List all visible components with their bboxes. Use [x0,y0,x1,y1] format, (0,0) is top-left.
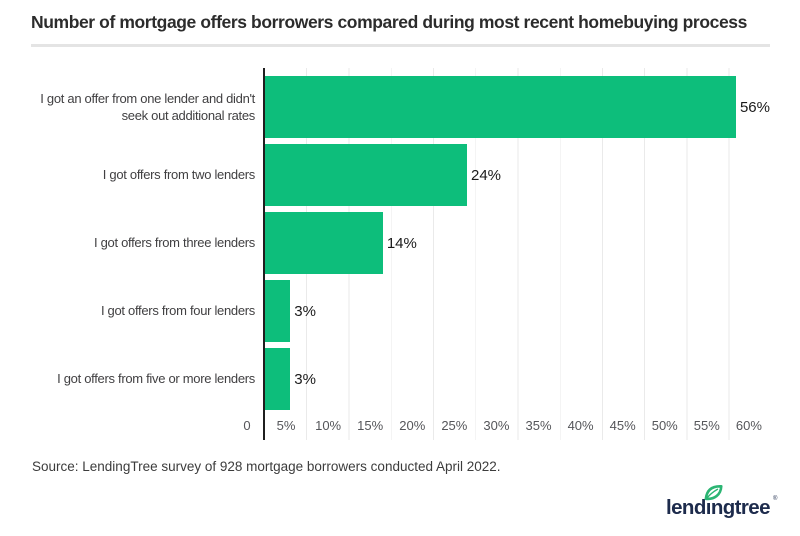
lendingtree-logo: lendıngtree ® [666,484,786,524]
title-divider [31,44,770,47]
x-axis-tick-label: 20% [399,417,426,433]
bar-rows: 56% 24% 14% 3% 3% [265,68,770,410]
logo-text: lendıngtree [666,496,770,519]
x-axis-tick-label: 55% [693,417,720,433]
x-axis-tick-label: 60% [735,417,762,433]
x-axis-tick-label: 45% [609,417,636,433]
leaf-icon [704,485,723,501]
source-note: Source: LendingTree survey of 928 mortga… [32,459,501,474]
bar-value-label: 3% [294,370,316,388]
category-label: I got an offer from one lender and didn'… [40,90,255,123]
bar-value-label: 24% [471,166,502,184]
x-axis-tick-label: 35% [525,417,552,433]
bar [265,280,291,342]
bar-row: 24% [265,144,770,206]
category-label: I got offers from three lenders [94,235,255,251]
bar-value-label: 14% [386,234,417,252]
x-axis-ticks: 5% 10% 15% 20% 25% 30% 35% 40% 45% 50% 55% 60% [265,410,770,440]
bar-value-label: 3% [294,302,316,320]
x-axis-tick-label: 50% [651,417,678,433]
bar [265,212,383,274]
x-axis-zero-label: 0 [243,417,251,433]
category-label: I got offers from four lenders [100,303,255,319]
bar-value-label: 56% [739,98,770,116]
category-label: I got offers from five or more lenders [57,371,255,387]
bar [265,348,291,410]
x-axis-tick-label: 40% [567,417,594,433]
registered-mark: ® [773,496,778,502]
plot-area: 56% 24% 14% 3% 3% 5% 10% 15% 20% 25% 30% 35% 40% 45%… [263,68,770,440]
bar-row: 56% [265,76,770,138]
bar-row: 14% [265,212,770,274]
bar-row: 3% [265,348,770,410]
chart-title: Number of mortgage offers borrowers comp… [31,12,747,32]
x-axis-tick-label: 30% [483,417,510,433]
x-axis-tick-label: 25% [441,417,468,433]
x-axis-tick-label: 5% [276,417,296,433]
category-label: I got offers from two lenders [102,167,256,183]
bar [265,144,467,206]
bar [265,76,736,138]
bar-row: 3% [265,280,770,342]
x-axis-tick-label: 15% [357,417,384,433]
x-axis-tick-label: 10% [315,417,342,433]
category-labels: I got an offer from one lender and didn'… [0,76,255,416]
